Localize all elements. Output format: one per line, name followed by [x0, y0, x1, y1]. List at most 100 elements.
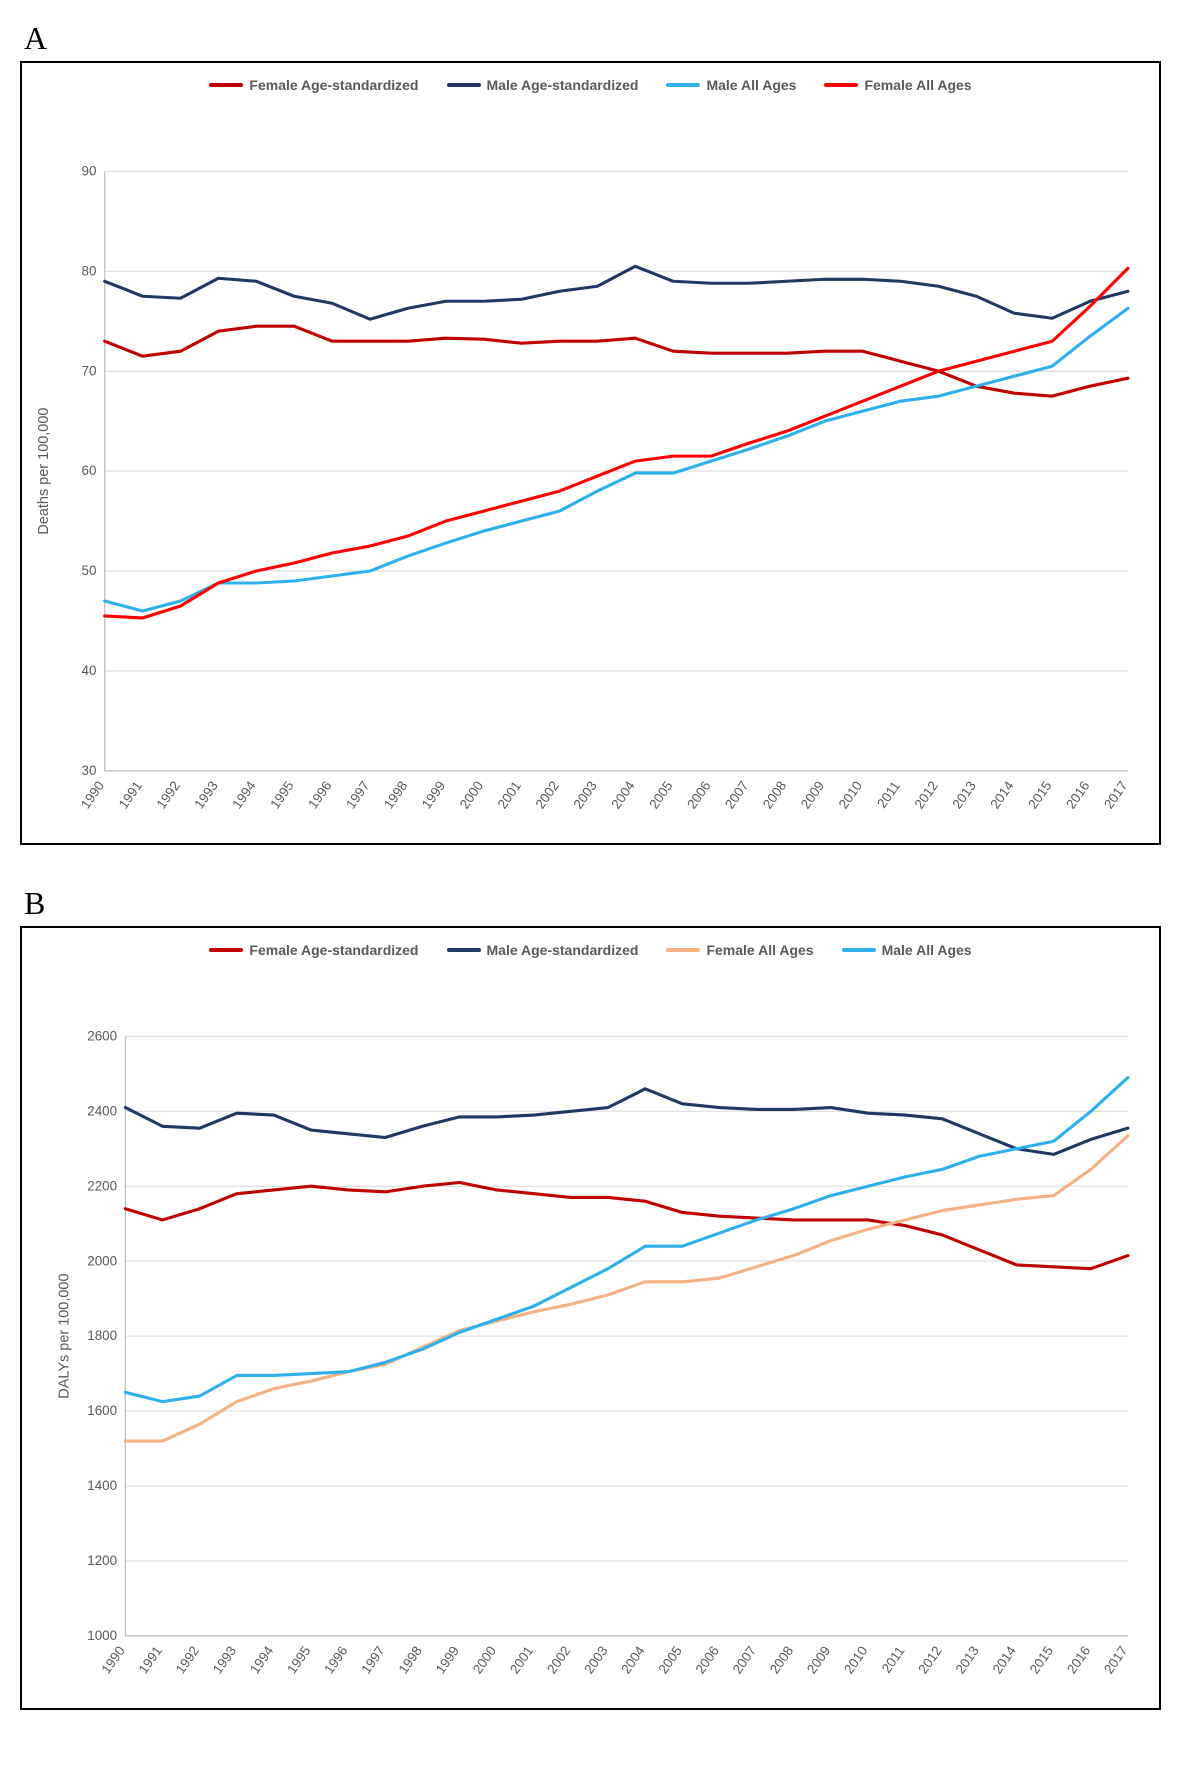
- legend-item: Male All Ages: [842, 942, 972, 958]
- svg-text:2015: 2015: [1027, 1644, 1056, 1677]
- legend-item: Female All Ages: [666, 942, 813, 958]
- svg-text:1990: 1990: [98, 1644, 127, 1677]
- chart-b-legend: Female Age-standardized Male Age-standard…: [22, 928, 1159, 964]
- svg-text:1992: 1992: [173, 1644, 202, 1677]
- svg-text:80: 80: [81, 263, 96, 278]
- legend-label: Female Age-standardized: [249, 77, 418, 93]
- svg-text:2008: 2008: [760, 778, 789, 811]
- legend-label: Female All Ages: [864, 77, 971, 93]
- legend-item: Male Age-standardized: [447, 77, 639, 93]
- series-female-all-ages: [105, 268, 1128, 618]
- svg-text:2016: 2016: [1064, 1644, 1093, 1677]
- svg-text:1991: 1991: [116, 778, 145, 811]
- svg-text:2015: 2015: [1025, 778, 1054, 811]
- legend-swatch: [666, 948, 700, 952]
- legend-item: Female Age-standardized: [209, 942, 418, 958]
- svg-text:1995: 1995: [267, 778, 296, 811]
- svg-text:1993: 1993: [191, 778, 220, 811]
- svg-text:1991: 1991: [136, 1644, 165, 1677]
- legend-swatch: [209, 83, 243, 87]
- chart-a-legend: Female Age-standardized Male Age-standard…: [22, 63, 1159, 99]
- svg-text:70: 70: [81, 363, 96, 378]
- svg-text:2004: 2004: [608, 778, 638, 812]
- svg-text:DALYs per 100,000: DALYs per 100,000: [57, 1274, 73, 1399]
- svg-text:2400: 2400: [87, 1104, 117, 1119]
- legend-label: Female All Ages: [706, 942, 813, 958]
- svg-text:2013: 2013: [949, 778, 978, 811]
- svg-text:50: 50: [81, 563, 96, 578]
- svg-text:Deaths per 100,000: Deaths per 100,000: [36, 408, 52, 535]
- svg-text:1997: 1997: [343, 778, 372, 811]
- legend-swatch: [447, 83, 481, 87]
- chart-a-wrap: Female Age-standardized Male Age-standard…: [20, 61, 1161, 845]
- svg-text:2001: 2001: [507, 1644, 536, 1677]
- legend-label: Male All Ages: [882, 942, 972, 958]
- series-male-age-std: [125, 1089, 1128, 1155]
- legend-swatch: [842, 948, 876, 952]
- legend-label: Male Age-standardized: [487, 77, 639, 93]
- legend-item: Female Age-standardized: [209, 77, 418, 93]
- svg-text:2000: 2000: [470, 1644, 499, 1677]
- svg-text:2003: 2003: [570, 778, 599, 811]
- svg-text:1990: 1990: [78, 778, 107, 811]
- svg-text:2012: 2012: [912, 778, 941, 811]
- chart-b-svg: 1000120014001600180020002200240026001990…: [22, 964, 1159, 1708]
- svg-text:2008: 2008: [767, 1644, 796, 1677]
- legend-swatch: [666, 83, 700, 87]
- svg-text:2004: 2004: [618, 1643, 648, 1677]
- svg-text:2017: 2017: [1101, 778, 1130, 811]
- svg-text:2002: 2002: [544, 1644, 573, 1677]
- legend-label: Male Age-standardized: [487, 942, 639, 958]
- svg-text:2002: 2002: [533, 778, 562, 811]
- svg-text:1200: 1200: [87, 1553, 117, 1568]
- svg-text:2010: 2010: [836, 778, 865, 811]
- svg-text:1997: 1997: [358, 1644, 387, 1677]
- svg-text:2011: 2011: [874, 778, 903, 810]
- svg-text:60: 60: [81, 463, 96, 478]
- svg-text:1999: 1999: [433, 1644, 462, 1677]
- svg-text:2013: 2013: [952, 1644, 981, 1677]
- panel-b: B Female Age-standardized Male Age-standa…: [20, 885, 1161, 1710]
- svg-text:90: 90: [81, 163, 96, 178]
- svg-text:2001: 2001: [495, 778, 524, 811]
- svg-text:1998: 1998: [381, 778, 410, 811]
- svg-text:2000: 2000: [457, 778, 486, 811]
- svg-text:1992: 1992: [154, 778, 183, 811]
- chart-b-wrap: Female Age-standardized Male Age-standard…: [20, 926, 1161, 1710]
- svg-text:2007: 2007: [722, 778, 751, 811]
- svg-text:2000: 2000: [87, 1254, 117, 1269]
- panel-b-label: B: [24, 885, 1161, 922]
- svg-text:2007: 2007: [730, 1644, 759, 1677]
- svg-text:2016: 2016: [1063, 778, 1092, 811]
- svg-text:2014: 2014: [987, 778, 1017, 812]
- svg-text:2012: 2012: [915, 1644, 944, 1677]
- chart-a-svg: 3040506070809019901991199219931994199519…: [22, 99, 1159, 843]
- panel-a-label: A: [24, 20, 1161, 57]
- legend-item: Male Age-standardized: [447, 942, 639, 958]
- svg-text:1600: 1600: [87, 1403, 117, 1418]
- svg-text:2009: 2009: [804, 1644, 833, 1677]
- svg-text:1999: 1999: [419, 778, 448, 811]
- svg-text:1994: 1994: [247, 1643, 277, 1677]
- svg-text:2200: 2200: [87, 1179, 117, 1194]
- svg-text:2010: 2010: [841, 1644, 870, 1677]
- svg-text:1000: 1000: [87, 1628, 117, 1643]
- series-male-all-ages: [105, 308, 1128, 611]
- svg-text:2014: 2014: [990, 1643, 1020, 1677]
- legend-swatch: [824, 83, 858, 87]
- svg-text:40: 40: [81, 663, 96, 678]
- series-female-all-ages: [125, 1136, 1128, 1441]
- legend-label: Male All Ages: [706, 77, 796, 93]
- svg-text:1996: 1996: [305, 778, 334, 811]
- svg-text:1800: 1800: [87, 1328, 117, 1343]
- legend-label: Female Age-standardized: [249, 942, 418, 958]
- series-male-age-std: [105, 266, 1128, 319]
- legend-swatch: [447, 948, 481, 952]
- svg-text:1993: 1993: [210, 1644, 239, 1677]
- panel-a: A Female Age-standardized Male Age-standa…: [20, 20, 1161, 845]
- svg-text:2005: 2005: [646, 778, 675, 811]
- svg-text:2005: 2005: [655, 1644, 684, 1677]
- svg-text:2006: 2006: [684, 778, 713, 811]
- svg-text:30: 30: [81, 763, 96, 778]
- svg-text:2009: 2009: [798, 778, 827, 811]
